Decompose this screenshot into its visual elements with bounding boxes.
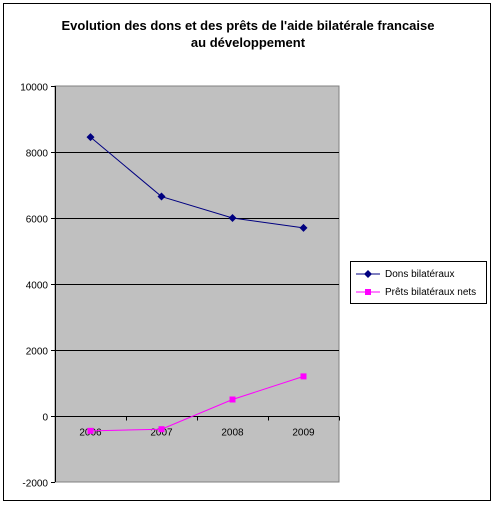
legend: Dons bilatéraux Prêts bilatéraux nets: [350, 261, 487, 304]
data-point-prets: [87, 427, 94, 434]
y-tick-label: -2000: [22, 479, 48, 490]
data-point-dons: [157, 192, 166, 201]
legend-prets-swatch: [356, 289, 380, 295]
data-point-dons: [299, 223, 308, 232]
y-tick-label: 6000: [26, 215, 49, 226]
legend-item-prets: Prêts bilatéraux nets: [355, 285, 476, 299]
legend-dons-swatch: [356, 270, 380, 278]
x-tick-label: 2009: [292, 428, 315, 439]
chart-title: Evolution des dons et des prêts de l'aid…: [0, 17, 496, 51]
y-tick-label: 2000: [26, 347, 49, 358]
chart-title-line-2: au développement: [190, 35, 306, 50]
y-tick-label: 0: [42, 413, 48, 424]
data-point-prets: [300, 373, 307, 380]
legend-item-dons: Dons bilatéraux: [355, 267, 454, 281]
legend-prets-label: Prêts bilatéraux nets: [385, 286, 477, 298]
data-point-dons: [228, 214, 237, 222]
x-tick-label: 2007: [150, 428, 173, 439]
data-point-prets: [158, 426, 165, 433]
chart-title-line-1: Evolution des dons et des prêts de l'aid…: [61, 18, 435, 33]
y-tick-label: 10000: [20, 83, 48, 94]
y-tick-label: 4000: [26, 281, 49, 292]
data-point-dons: [86, 133, 95, 142]
series-line-prets: [90, 375, 304, 432]
data-point-prets: [229, 396, 236, 403]
x-tick-label: 2008: [221, 428, 244, 439]
y-tick-label: 8000: [26, 149, 49, 160]
legend-dons-label: Dons bilatéraux: [385, 268, 455, 280]
series-line-dons: [90, 136, 304, 229]
